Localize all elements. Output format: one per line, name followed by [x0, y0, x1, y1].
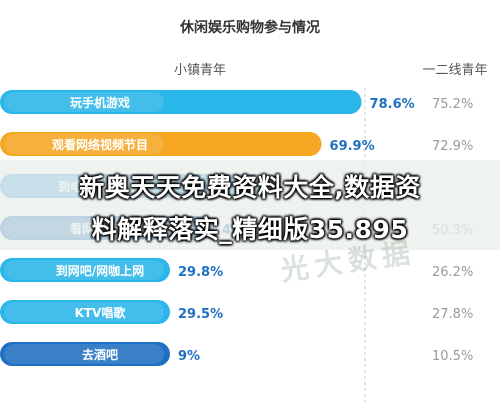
bar-7 — [0, 342, 170, 366]
value-label-series2-2: 72.9% — [432, 139, 473, 154]
value-label-series2-1: 75.2% — [432, 97, 473, 112]
overlay-title-line-2: 料解释落实_精细版35.895 — [91, 215, 409, 244]
value-label-series2-5: 26.2% — [432, 265, 473, 280]
value-label-series2-7: 10.5% — [432, 349, 473, 364]
bar-1 — [0, 90, 362, 114]
series-header-2: 一二线青年 — [422, 63, 487, 78]
bar-label-bg-6 — [4, 302, 164, 322]
value-label-series1-6: 29.5% — [178, 307, 223, 322]
category-label-7: 去酒吧 — [82, 347, 118, 362]
category-label-2: 观看网络视频节目 — [52, 137, 148, 152]
value-label-series2-6: 27.8% — [432, 307, 473, 322]
chart-title: 休闲娱乐购物参与情况 — [179, 19, 320, 36]
bar-label-bg-1 — [4, 92, 164, 112]
value-label-series1-2: 69.9% — [330, 139, 375, 154]
category-label-5: 到网吧/网咖上网 — [56, 263, 144, 278]
value-label-series1-5: 29.8% — [178, 265, 223, 280]
bar-5 — [0, 258, 170, 282]
series-header-1: 小镇青年 — [174, 63, 226, 78]
value-label-series1-7: 9% — [178, 349, 200, 364]
category-label-6: KTV唱歌 — [75, 305, 127, 320]
category-label-1: 玩手机游戏 — [70, 95, 130, 110]
value-label-series1-1: 78.6% — [370, 97, 415, 112]
bar-2 — [0, 132, 322, 156]
overlay-title-line-1: 新奥天天免费资料大全,数据资 — [79, 173, 421, 202]
bar-label-bg-7 — [4, 344, 164, 364]
overlay-band — [0, 160, 500, 250]
bar-label-bg-2 — [4, 134, 164, 154]
bar-6 — [0, 300, 170, 324]
bar-label-bg-5 — [4, 260, 164, 280]
